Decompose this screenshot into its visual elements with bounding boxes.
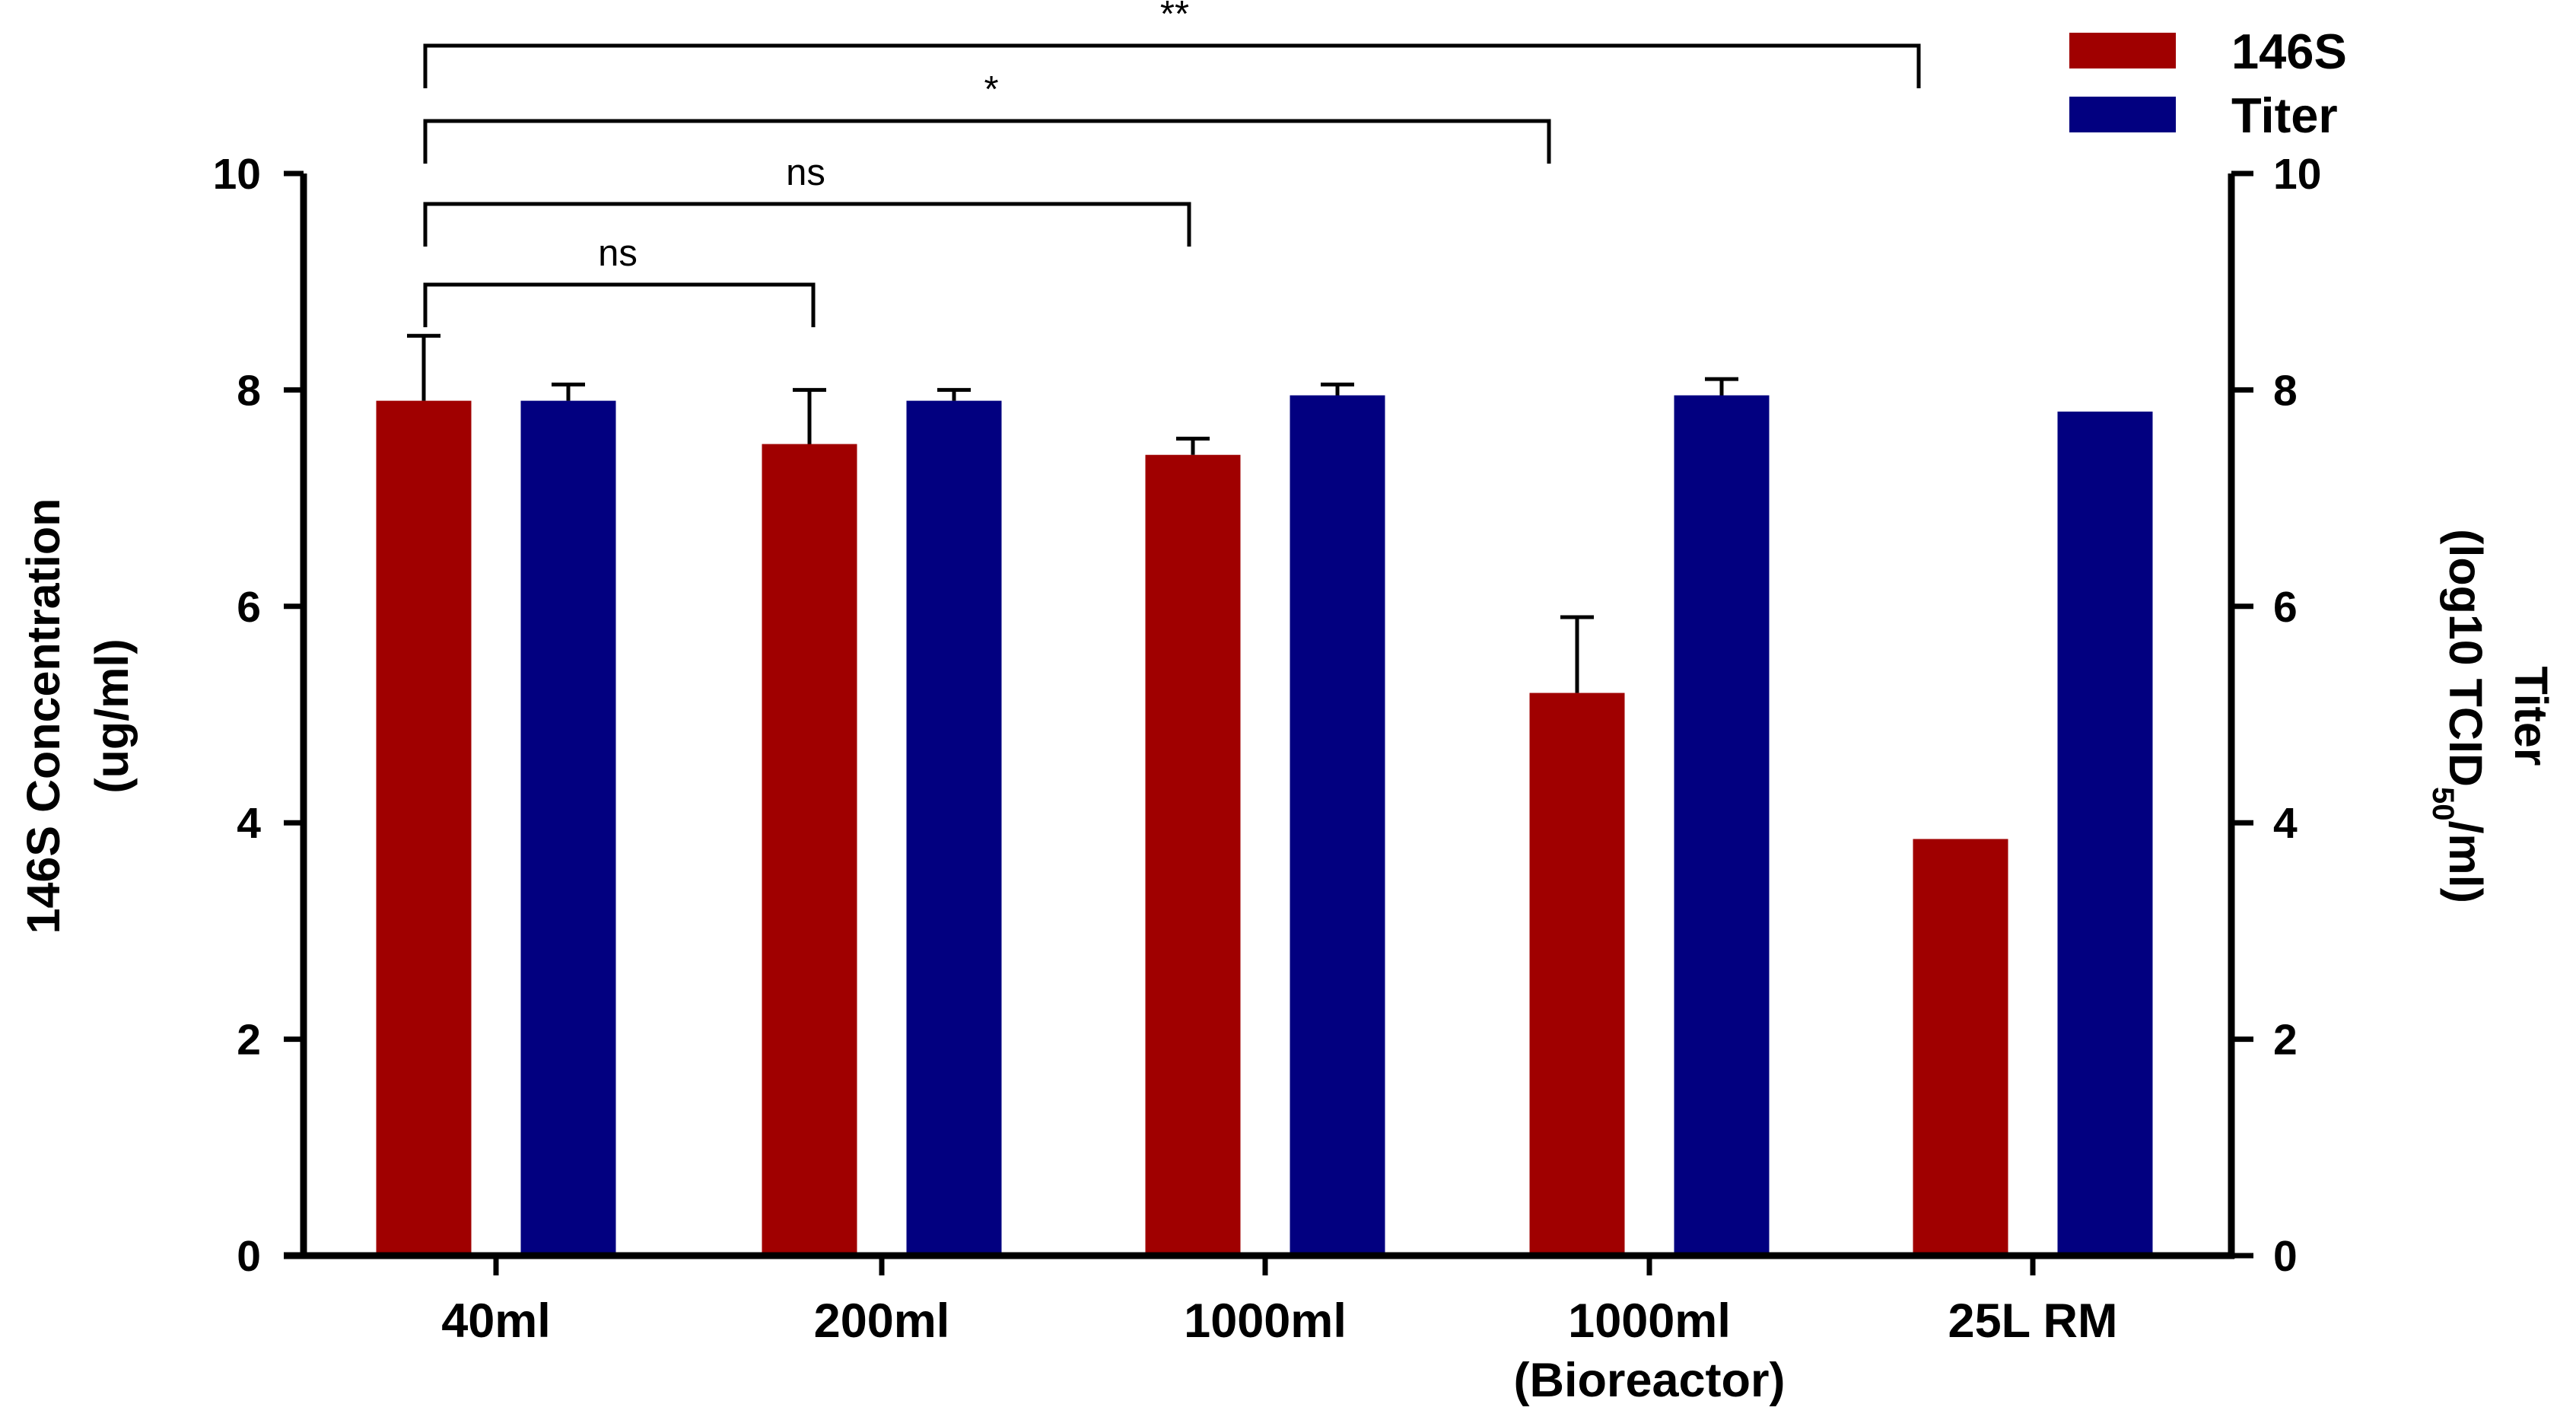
bar-146s-3 xyxy=(1145,454,1241,1256)
significance-bracket-3: * xyxy=(423,69,1551,164)
left-tick-label-8: 8 xyxy=(237,366,261,415)
category-label-5: 25L RM xyxy=(1948,1294,2118,1348)
bar-146s-4 xyxy=(1529,692,1625,1256)
right-axis-title-line1: Titer xyxy=(2505,666,2557,766)
significance-label-2: ns xyxy=(786,152,825,193)
right-tick-label-0: 0 xyxy=(2273,1232,2298,1281)
right-tick-label-6: 6 xyxy=(2273,583,2298,632)
bar-titer-1 xyxy=(520,400,616,1256)
right-tick-label-8: 8 xyxy=(2273,366,2298,415)
bars-layer xyxy=(376,395,2153,1256)
significance-bracket-line xyxy=(423,119,1551,164)
bar-titer-4 xyxy=(1674,395,1770,1256)
error-bar-titer-3 xyxy=(1321,382,1354,396)
significance-bracket-1: ns xyxy=(423,233,816,327)
bar-titer-2 xyxy=(906,400,1002,1256)
left-axis-title-line2: (ug/ml) xyxy=(86,638,138,793)
category-label-3: 1000ml xyxy=(1184,1294,1347,1348)
bar-titer-3 xyxy=(1290,395,1385,1256)
left-tick-label-2: 2 xyxy=(237,1016,261,1065)
right-axis-title: Titer (log10 TCID50/ml) xyxy=(2426,529,2557,903)
legend-label-titer: Titer xyxy=(2231,88,2338,143)
left-tick-label-10: 10 xyxy=(213,150,261,199)
significance-bracket-4: ** xyxy=(423,0,1921,88)
left-tick-label-4: 4 xyxy=(237,799,261,848)
legend: 146S Titer xyxy=(2069,24,2347,143)
right-axis-title-line2: (log10 TCID50/ml) xyxy=(2426,529,2492,903)
significance-label-3: * xyxy=(984,69,998,110)
category-label-2: 200ml xyxy=(814,1294,950,1348)
right-axis-title-post: /ml) xyxy=(2440,820,2492,903)
significance-bracket-line xyxy=(423,202,1191,247)
significance-bracket-line xyxy=(423,282,816,327)
right-tick-label-4: 4 xyxy=(2273,799,2298,848)
category-labels: 40ml 200ml 1000ml 1000ml (Bioreactor) 25… xyxy=(441,1294,2117,1407)
error-bar-146s-2 xyxy=(793,387,826,444)
left-tick-label-6: 6 xyxy=(237,583,261,632)
category-label-4: 1000ml xyxy=(1568,1294,1731,1348)
left-axis-ticks: 0 2 4 6 8 10 xyxy=(213,150,304,1281)
right-axis-ticks: 0 2 4 6 8 10 xyxy=(2231,150,2321,1281)
significance-bracket-line xyxy=(423,43,1921,88)
significance-label-1: ns xyxy=(598,233,638,274)
category-label-1: 40ml xyxy=(441,1294,551,1348)
bar-146s-1 xyxy=(376,400,472,1256)
category-label-4-line2: (Bioreactor) xyxy=(1513,1354,1785,1407)
right-axis-title-pre: (log10 TCID xyxy=(2440,529,2492,787)
error-bar-146s-3 xyxy=(1176,436,1210,455)
left-axis-title-line1: 146S Concentration xyxy=(17,498,69,934)
legend-label-146s: 146S xyxy=(2231,24,2347,79)
right-tick-label-10: 10 xyxy=(2273,150,2321,199)
significance-bracket-2: ns xyxy=(423,152,1191,247)
legend-swatch-titer xyxy=(2069,97,2176,132)
bar-titer-5 xyxy=(2057,411,2153,1256)
significance-label-4: ** xyxy=(1160,0,1189,35)
left-axis-title: 146S Concentration (ug/ml) xyxy=(17,498,138,934)
right-tick-label-2: 2 xyxy=(2273,1016,2298,1065)
left-tick-label-0: 0 xyxy=(237,1232,261,1281)
legend-swatch-146s xyxy=(2069,33,2176,68)
error-bar-titer-4 xyxy=(1705,377,1738,396)
error-bar-titer-2 xyxy=(937,387,971,401)
bar-146s-5 xyxy=(1913,839,2008,1256)
error-bars-layer xyxy=(407,333,1738,693)
right-axis-title-sub: 50 xyxy=(2426,787,2460,821)
error-bar-titer-1 xyxy=(552,382,585,401)
error-bar-146s-1 xyxy=(407,333,440,401)
error-bar-146s-4 xyxy=(1560,615,1594,693)
x-axis-ticks xyxy=(493,1256,2036,1275)
bar-146s-2 xyxy=(762,444,857,1256)
